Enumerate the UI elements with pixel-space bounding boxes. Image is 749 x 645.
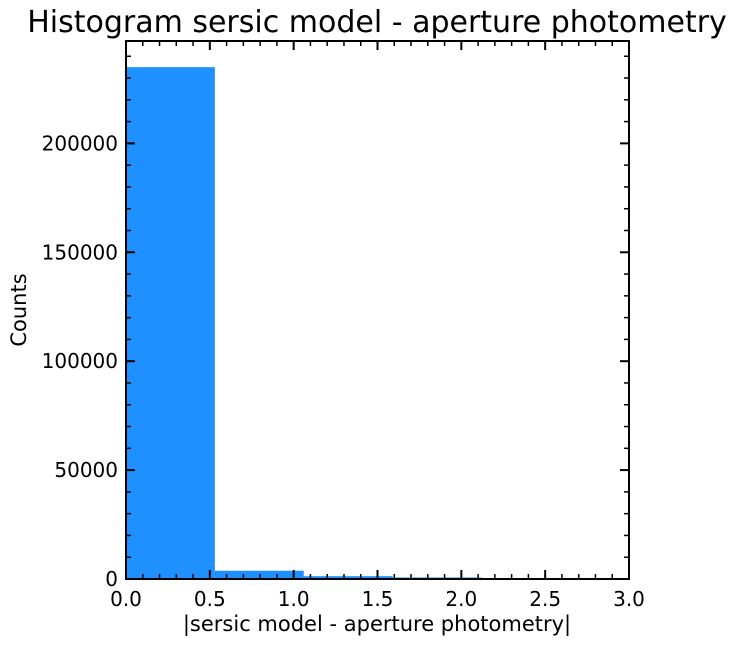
y-tick-label: 200000: [42, 131, 118, 155]
x-tick-label: 3.0: [613, 587, 645, 611]
chart-title: Histogram sersic model - aperture photom…: [27, 5, 727, 40]
x-tick-labels: 0.0 0.5 1.0 1.5 2.0 2.5 3.0: [110, 587, 645, 611]
histogram-bar-0: [126, 67, 215, 580]
x-tick-label: 2.0: [445, 587, 477, 611]
x-tick-label: 2.5: [529, 587, 561, 611]
histogram-bar-2: [303, 576, 393, 579]
y-tick-label: 50000: [54, 458, 118, 482]
bars-group: [126, 67, 482, 580]
y-axis-label: Counts: [7, 273, 31, 346]
y-tick-label: 100000: [42, 349, 118, 373]
histogram-bar-1: [214, 570, 304, 579]
ticks-group: [125, 41, 630, 580]
x-tick-label: 1.0: [278, 587, 310, 611]
y-tick-labels: 0 50000 100000 150000 200000: [42, 131, 118, 591]
y-tick-label: 150000: [42, 240, 118, 264]
y-tick-label: 0: [105, 567, 118, 591]
x-tick-label: 0.5: [194, 587, 226, 611]
x-axis-label: |sersic model - aperture photometry|: [183, 612, 571, 637]
x-tick-label: 1.5: [362, 587, 394, 611]
x-tick-label: 0.0: [110, 587, 142, 611]
